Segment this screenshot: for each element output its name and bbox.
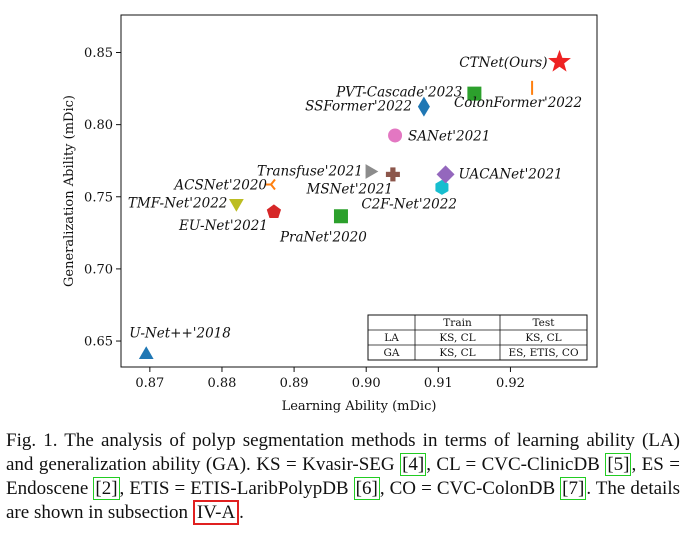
point-uacanet-2021	[436, 165, 455, 184]
point-ssformer-2022	[417, 96, 430, 117]
x-axis-label: Learning Ability (mDic)	[282, 399, 437, 414]
caption-text-7: .	[239, 502, 244, 523]
figure-caption: Fig. 1. The analysis of polyp segmentati…	[6, 429, 680, 525]
point-label-ctnet-ours: CTNet(Ours)	[459, 55, 547, 71]
point-c2f-net-2022	[435, 179, 449, 195]
table-cell: GA	[384, 347, 400, 359]
table-frame	[367, 314, 588, 361]
ref-link-4[interactable]: [4]	[400, 453, 427, 476]
x-tick-label: 0.92	[496, 376, 525, 391]
point-label-pranet-2020: PraNet'2020	[279, 229, 367, 245]
point-pvt-cascade-2023	[467, 86, 482, 101]
x-tick-label: 0.88	[207, 376, 236, 391]
ref-link-5[interactable]: [5]	[605, 453, 632, 476]
y-tick-label: 0.65	[84, 335, 113, 350]
table-cell: KS, CL	[439, 332, 475, 344]
caption-text-6: . The details are shown in subsection	[6, 478, 680, 523]
y-tick-label: 0.80	[84, 118, 113, 133]
point-tmf-net-2022	[229, 199, 244, 212]
plot-frame	[120, 14, 598, 368]
point-label-u-net-2018: U-Net++'2018	[129, 326, 231, 342]
point-sanet-2021	[388, 128, 403, 143]
y-tick-label: 0.75	[84, 190, 113, 205]
x-tick-label: 0.90	[352, 376, 381, 391]
point-eu-net-2021	[266, 204, 282, 218]
point-label-ssformer-2022: SSFormer'2022	[305, 99, 412, 115]
y-axis-label: Generalization Ability (mDic)	[62, 95, 77, 287]
point-transfuse-2021	[365, 164, 379, 179]
ref-link-2[interactable]: [2]	[93, 477, 120, 500]
y-tick-label: 0.70	[84, 262, 113, 277]
point-label-eu-net-2021: EU-Net'2021	[178, 218, 268, 234]
point-label-transfuse-2021: Transfuse'2021	[257, 164, 363, 180]
ref-link-7[interactable]: [7]	[560, 477, 587, 500]
x-tick-label: 0.91	[424, 376, 453, 391]
point-label-msnet-2021: MSNet'2021	[306, 181, 393, 197]
point-label-sanet-2021: SANet'2021	[408, 128, 490, 144]
x-tick-label: 0.87	[135, 376, 164, 391]
y-tick-label: 0.85	[84, 46, 113, 61]
caption-text-2: , CL = CVC-ClinicDB	[426, 454, 606, 475]
caption-text-4: , ETIS = ETIS-LaribPolypDB	[119, 478, 354, 499]
table-header-cell: Train	[443, 317, 472, 329]
point-pranet-2020	[333, 209, 348, 224]
point-label-colonformer-2022: ColonFormer'2022	[454, 95, 582, 111]
table-cell: ES, ETIS, CO	[508, 347, 579, 359]
caption-text-3: , ES = Endoscene	[6, 454, 681, 499]
scatter-chart: 0.87 0.88 0.89 0.90 0.91 0.92 0.65 0.70 0.75 0.80…	[62, 14, 598, 414]
point-label-uacanet-2021: UACANet'2021	[459, 166, 563, 182]
table-header-cell: Test	[532, 317, 555, 329]
point-msnet-2021	[385, 167, 400, 182]
section-link-iv-a[interactable]: IV-A	[192, 500, 240, 525]
table-cell: KS, CL	[439, 347, 475, 359]
table-cell: KS, CL	[525, 332, 561, 344]
caption-text-5: , CO = CVC-ColonDB	[379, 478, 561, 499]
point-label-acsnet-2020: ACSNet'2020	[172, 178, 267, 194]
point-ctnet-ours	[548, 49, 571, 72]
point-acsnet-2020	[265, 178, 276, 191]
point-label-pvt-cascade-2023: PVT-Cascade'2023	[335, 85, 462, 101]
caption-text-1: Fig. 1. The analysis of polyp segmentati…	[6, 430, 680, 475]
point-label-c2f-net-2022: C2F-Net'2022	[361, 196, 457, 212]
point-label-tmf-net-2022: TMF-Net'2022	[128, 195, 227, 211]
point-u-net-2018	[138, 346, 154, 359]
table-cell: LA	[384, 332, 399, 344]
ref-link-6[interactable]: [6]	[353, 477, 380, 500]
x-tick-label: 0.89	[280, 376, 309, 391]
